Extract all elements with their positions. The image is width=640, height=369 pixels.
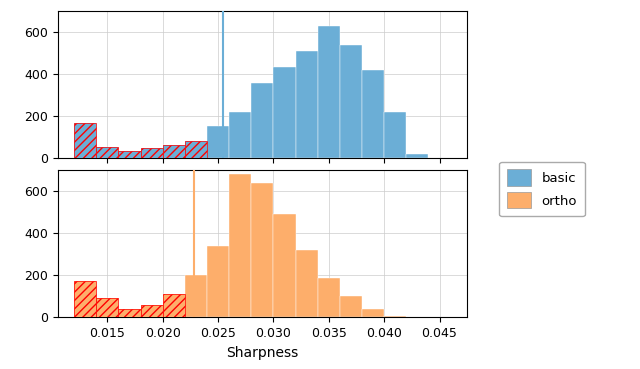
Bar — [163, 145, 185, 158]
Bar — [229, 174, 252, 317]
Bar — [207, 126, 229, 158]
Bar — [296, 250, 317, 317]
Bar — [141, 148, 163, 158]
Bar — [74, 123, 97, 158]
Bar — [97, 147, 118, 158]
Bar — [141, 305, 163, 317]
Bar — [340, 45, 362, 158]
Bar — [74, 280, 97, 317]
Bar — [97, 147, 118, 158]
X-axis label: Sharpness: Sharpness — [227, 346, 298, 360]
Bar — [317, 26, 340, 158]
Bar — [74, 123, 97, 158]
Bar — [252, 83, 273, 158]
Bar — [362, 70, 384, 158]
Bar — [97, 299, 118, 317]
Bar — [229, 112, 252, 158]
Bar — [406, 154, 428, 158]
Bar — [273, 214, 296, 317]
Bar — [252, 183, 273, 317]
Bar — [74, 280, 97, 317]
Bar — [141, 305, 163, 317]
Bar — [384, 112, 406, 158]
Bar — [118, 309, 141, 317]
Bar — [185, 275, 207, 317]
Bar — [118, 151, 141, 158]
Bar — [362, 309, 384, 317]
Bar — [384, 316, 406, 317]
Bar — [163, 294, 185, 317]
Bar — [185, 141, 207, 158]
Bar — [317, 279, 340, 317]
Bar — [118, 309, 141, 317]
Bar — [185, 141, 207, 158]
Bar — [97, 299, 118, 317]
Legend: basic, ortho: basic, ortho — [499, 162, 585, 216]
Bar — [273, 67, 296, 158]
Bar — [296, 51, 317, 158]
Bar — [163, 294, 185, 317]
Bar — [118, 151, 141, 158]
Bar — [141, 148, 163, 158]
Bar — [207, 246, 229, 317]
Bar — [163, 145, 185, 158]
Bar — [340, 296, 362, 317]
